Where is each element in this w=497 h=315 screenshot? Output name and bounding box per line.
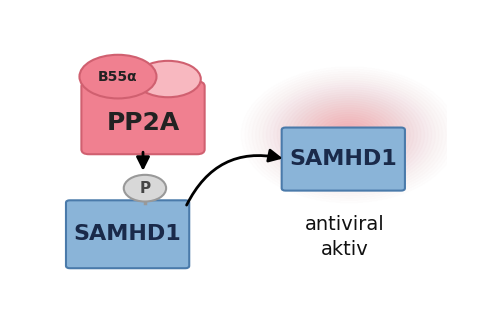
Circle shape bbox=[124, 175, 166, 202]
Text: SAMHD1: SAMHD1 bbox=[289, 149, 397, 169]
FancyBboxPatch shape bbox=[82, 82, 205, 154]
Text: P: P bbox=[139, 181, 151, 196]
Text: PP2A: PP2A bbox=[106, 111, 179, 135]
FancyBboxPatch shape bbox=[282, 128, 405, 191]
Text: B55α: B55α bbox=[98, 70, 138, 83]
FancyBboxPatch shape bbox=[66, 200, 189, 268]
Text: antiviral
aktiv: antiviral aktiv bbox=[305, 215, 385, 259]
Ellipse shape bbox=[80, 55, 157, 98]
Text: SAMHD1: SAMHD1 bbox=[74, 224, 181, 244]
Ellipse shape bbox=[135, 61, 201, 97]
